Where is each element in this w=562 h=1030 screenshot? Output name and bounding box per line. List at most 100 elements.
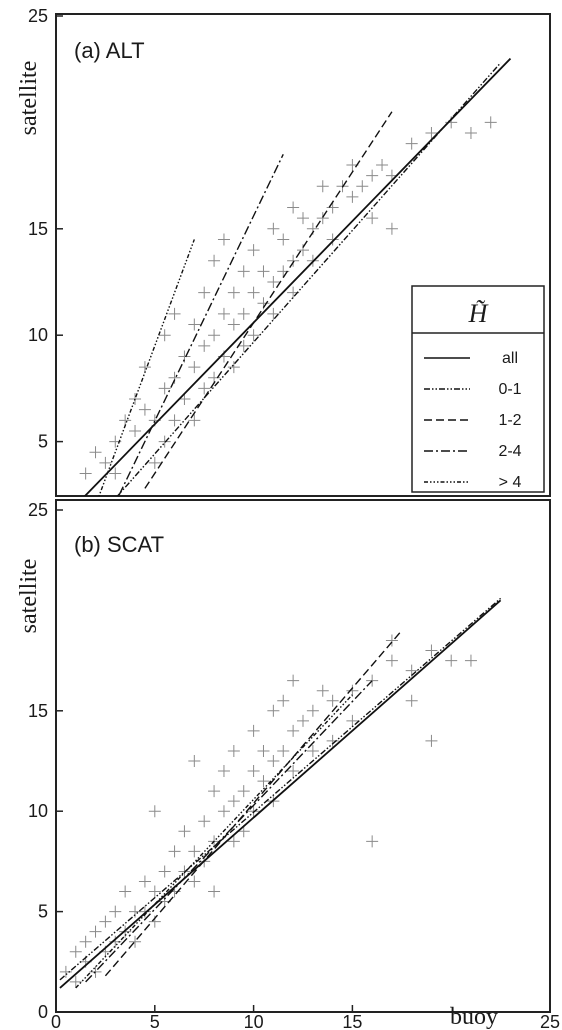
data-point <box>217 307 230 320</box>
data-point <box>227 286 240 299</box>
data-point <box>287 724 300 737</box>
x-tick-label: 0 <box>51 1012 61 1030</box>
y-tick-label-alt: 25 <box>28 6 48 26</box>
data-point <box>168 414 181 427</box>
data-point <box>217 233 230 246</box>
data-point <box>188 845 201 858</box>
data-point <box>198 286 211 299</box>
data-point <box>227 318 240 331</box>
legend-entries: all 0-1 1-2 2-4 > 4 <box>424 350 522 491</box>
plot-frame-scat <box>55 499 551 1013</box>
fit-line-4-alt <box>98 239 195 496</box>
data-point <box>148 456 161 469</box>
data-point <box>484 116 497 129</box>
data-point <box>287 674 300 687</box>
data-point <box>464 127 477 140</box>
data-point <box>346 684 359 697</box>
plot-frame-alt <box>55 13 551 497</box>
data-point <box>188 361 201 374</box>
data-point <box>237 265 250 278</box>
data-point <box>109 905 122 918</box>
data-point <box>257 744 270 757</box>
panel-alt: (a) ALT satellite 5 10 15 25 H̃ all 0-1 1-2 2-… <box>16 6 551 497</box>
data-point <box>277 694 290 707</box>
legend-box <box>411 285 545 493</box>
data-point <box>69 975 82 988</box>
data-point <box>129 935 142 948</box>
data-point <box>188 414 201 427</box>
y-axis-label-scat: satellite <box>16 559 42 634</box>
fit-line-all-alt <box>83 57 512 496</box>
x-tick-label: 10 <box>244 1012 264 1030</box>
data-point <box>188 875 201 888</box>
data-point <box>138 403 151 416</box>
data-point <box>119 885 132 898</box>
data-point <box>208 785 221 798</box>
data-point <box>277 233 290 246</box>
fit-line-1-2-scat <box>104 630 403 977</box>
x-tick-label: 5 <box>150 1012 160 1030</box>
legend-label-2: 0-1 <box>498 381 521 398</box>
y-axis-label-alt: satellite <box>16 61 42 136</box>
data-point <box>405 137 418 150</box>
data-point <box>99 456 112 469</box>
data-point <box>99 915 112 928</box>
data-point <box>148 885 161 898</box>
data-point <box>89 965 102 978</box>
data-point <box>208 885 221 898</box>
data-point <box>287 254 300 267</box>
data-point <box>247 329 260 342</box>
y-tick-label-scat: 10 <box>28 801 48 821</box>
data-point <box>247 765 260 778</box>
data-point <box>346 190 359 203</box>
legend: H̃ all 0-1 1-2 2-4 > 4 <box>411 285 545 493</box>
legend-label-3: 1-2 <box>498 412 521 429</box>
panel-scat: (b) SCAT satellite buoy 0 5 10 15 25 0 5 10 15 25 <box>16 499 560 1030</box>
data-point <box>158 865 171 878</box>
y-tick-label-scat: 15 <box>28 701 48 721</box>
data-point <box>346 714 359 727</box>
data-point <box>306 704 319 717</box>
data-point <box>366 835 379 848</box>
data-point <box>237 307 250 320</box>
data-point <box>257 775 270 788</box>
data-point <box>267 755 280 767</box>
y-tick-label-alt: 10 <box>28 325 48 345</box>
panel-label-alt: (a) ALT <box>74 38 145 63</box>
data-point <box>445 654 458 667</box>
x-tick-label: 15 <box>342 1012 362 1030</box>
y-ticks-alt: 5 10 15 25 <box>28 6 63 452</box>
fit-line-2-4-alt <box>118 154 284 496</box>
data-point <box>89 925 102 938</box>
x-axis-label: buoy <box>450 1004 498 1030</box>
panel-label-scat: (b) SCAT <box>74 532 164 557</box>
y-tick-label-scat: 0 <box>38 1002 48 1022</box>
data-point <box>385 222 398 235</box>
fit-line-2-4-scat <box>85 680 373 983</box>
data-point <box>168 307 181 320</box>
data-point <box>217 765 230 778</box>
data-point <box>267 307 280 320</box>
data-point <box>198 382 211 395</box>
data-point <box>79 467 92 480</box>
data-point <box>158 435 171 448</box>
data-point <box>198 339 211 352</box>
y-tick-label-scat: 25 <box>28 500 48 520</box>
data-point <box>247 244 260 257</box>
fit-line-1-2-alt <box>144 111 393 489</box>
data-point <box>306 744 319 757</box>
data-point <box>326 201 339 214</box>
data-point <box>198 815 211 828</box>
legend-label-4: 2-4 <box>498 443 521 460</box>
data-point <box>464 654 477 667</box>
data-point <box>168 845 181 858</box>
data-point <box>89 446 102 459</box>
data-point <box>277 744 290 757</box>
data-point <box>158 329 171 342</box>
y-tick-label-scat: 5 <box>38 902 48 922</box>
data-point <box>129 424 142 437</box>
scatter-cloud-scat <box>59 634 477 988</box>
data-point <box>237 785 250 798</box>
data-point <box>138 875 151 888</box>
data-point <box>425 644 438 657</box>
